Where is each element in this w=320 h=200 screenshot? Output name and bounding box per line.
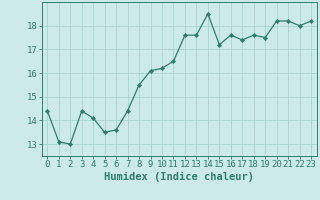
X-axis label: Humidex (Indice chaleur): Humidex (Indice chaleur) — [104, 172, 254, 182]
